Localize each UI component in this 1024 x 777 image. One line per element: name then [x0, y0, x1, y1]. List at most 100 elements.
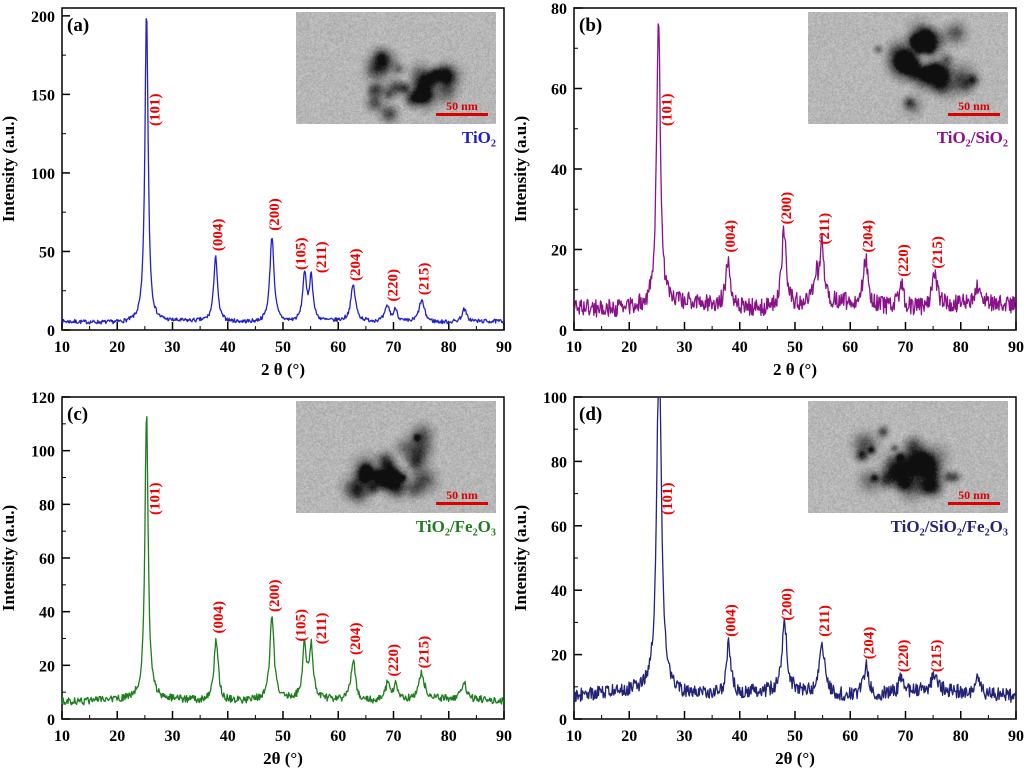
x-tick-label: 50 [275, 728, 291, 745]
x-tick-label: 10 [566, 728, 582, 745]
scalebar-text-c: 50 nm [446, 488, 478, 502]
scale-bar-d: 50 nm [948, 489, 1000, 505]
tem-inset-b: 50 nm [808, 12, 1008, 124]
panel-a: (a) 2 θ (°) Intensity (a.u.) 10 20 30 40 50 6… [0, 0, 512, 389]
peak-label: (200) [780, 588, 796, 621]
x-tick-label: 20 [621, 728, 637, 745]
tem-image-c [296, 401, 496, 513]
y-tick-label: 80 [551, 1, 567, 18]
peak-label: (101) [148, 483, 164, 516]
y-tick-label: 0 [559, 712, 567, 729]
panel-letter-c: (c) [67, 404, 88, 425]
xrd-curve [573, 396, 1017, 703]
x-tick-label: 70 [898, 728, 914, 745]
y-tick-label: 0 [47, 712, 55, 729]
peak-label: (220) [896, 244, 912, 277]
x-tick-label: 90 [1008, 339, 1024, 356]
peak-label: (200) [267, 198, 283, 231]
x-tick-label: 20 [109, 339, 125, 356]
x-tick-label: 40 [220, 339, 236, 356]
x-tick-label: 90 [496, 339, 512, 356]
scalebar-text-a: 50 nm [446, 99, 478, 113]
panel-letter-b: (b) [579, 15, 602, 36]
scalebar-line-b [948, 113, 1000, 116]
x-tick-label: 30 [165, 339, 181, 356]
peak-label: (211) [314, 241, 330, 273]
x-tick-label: 90 [1008, 728, 1024, 745]
x-tick-label: 50 [275, 339, 291, 356]
y-tick-label: 150 [31, 87, 55, 104]
peak-label: (101) [660, 483, 676, 516]
x-tick-label: 80 [441, 728, 457, 745]
peak-label: (200) [779, 192, 795, 225]
x-tick-label: 20 [109, 728, 125, 745]
tem-inset-d: 50 nm [808, 401, 1008, 513]
scalebar-line-c [436, 502, 488, 505]
peak-label: (215) [930, 236, 946, 269]
x-tick-label: 70 [386, 728, 402, 745]
y-axis-label-a: Intensity (a.u.) [0, 116, 18, 222]
y-tick-label: 100 [543, 390, 567, 407]
peak-label: (004) [211, 219, 227, 252]
scale-bar-c: 50 nm [436, 489, 488, 505]
peak-label: (200) [267, 580, 283, 613]
scalebar-text-b: 50 nm [958, 99, 990, 113]
x-axis-label-c: 2θ (°) [263, 749, 303, 768]
peak-label: (220) [896, 640, 912, 673]
xrd-plot-b: (b) 2 θ (°) Intensity (a.u.) 10 20 30 40 50 6… [512, 1, 1024, 379]
scalebar-text-d: 50 nm [958, 488, 990, 502]
y-tick-label: 80 [39, 497, 55, 514]
peak-label: (204) [861, 220, 877, 253]
y-tick-label: 200 [31, 9, 55, 26]
sample-label-a: TiO₂ [461, 128, 496, 147]
x-tick-label: 40 [732, 339, 748, 356]
x-axis-label-b: 2 θ (°) [773, 360, 817, 379]
scale-bar-b: 50 nm [948, 100, 1000, 116]
peak-label: (215) [929, 640, 945, 673]
x-tick-label: 40 [732, 728, 748, 745]
y-tick-label: 60 [39, 551, 55, 568]
y-tick-label: 40 [551, 583, 567, 600]
xrd-curve [61, 18, 505, 325]
x-tick-label: 10 [54, 339, 70, 356]
y-tick-label: 50 [39, 244, 55, 261]
tem-inset-c: 50 nm [296, 401, 496, 513]
peak-label: (211) [817, 605, 833, 637]
sample-label-d: TiO₂/SiO₂/Fe₂O₃ [890, 517, 1008, 536]
x-tick-label: 90 [496, 728, 512, 745]
panel-letter-a: (a) [67, 15, 89, 36]
y-tick-label: 20 [551, 648, 567, 665]
x-tick-label: 80 [441, 339, 457, 356]
peak-label: (220) [385, 269, 401, 302]
x-tick-label: 30 [165, 728, 181, 745]
tem-image-d [808, 401, 1008, 513]
x-tick-label: 70 [386, 339, 402, 356]
y-axis-label-c: Intensity (a.u.) [0, 505, 18, 611]
panel-c: (c) 2θ (°) Intensity (a.u.) 10 20 30 40 50 60… [0, 389, 512, 777]
sample-label-b: TiO₂/SiO₂ [936, 128, 1008, 147]
panel-letter-d: (d) [579, 404, 602, 425]
scale-bar-a: 50 nm [436, 100, 488, 116]
tem-image-a [296, 12, 496, 124]
x-axis-label-a: 2 θ (°) [261, 360, 305, 379]
y-tick-label: 0 [559, 323, 567, 340]
peak-label: (220) [386, 644, 402, 677]
peak-label: (215) [417, 636, 433, 669]
x-tick-label: 70 [898, 339, 914, 356]
x-tick-label: 60 [842, 339, 858, 356]
xrd-curve [573, 23, 1017, 318]
y-tick-label: 100 [31, 444, 55, 461]
peak-label: (105) [294, 609, 310, 642]
y-tick-label: 100 [31, 166, 55, 183]
x-tick-label: 10 [54, 728, 70, 745]
x-tick-label: 80 [953, 339, 969, 356]
y-tick-label: 60 [551, 519, 567, 536]
xrd-plot-d: (d) 2θ (°) Intensity (a.u.) 10 20 30 40 50 60… [512, 390, 1024, 768]
y-tick-label: 40 [551, 162, 567, 179]
x-tick-label: 30 [677, 339, 693, 356]
y-tick-label: 80 [551, 454, 567, 471]
panel-d: (d) 2θ (°) Intensity (a.u.) 10 20 30 40 50 60… [512, 389, 1024, 777]
tem-image-b [808, 12, 1008, 124]
peak-label: (211) [314, 613, 330, 645]
